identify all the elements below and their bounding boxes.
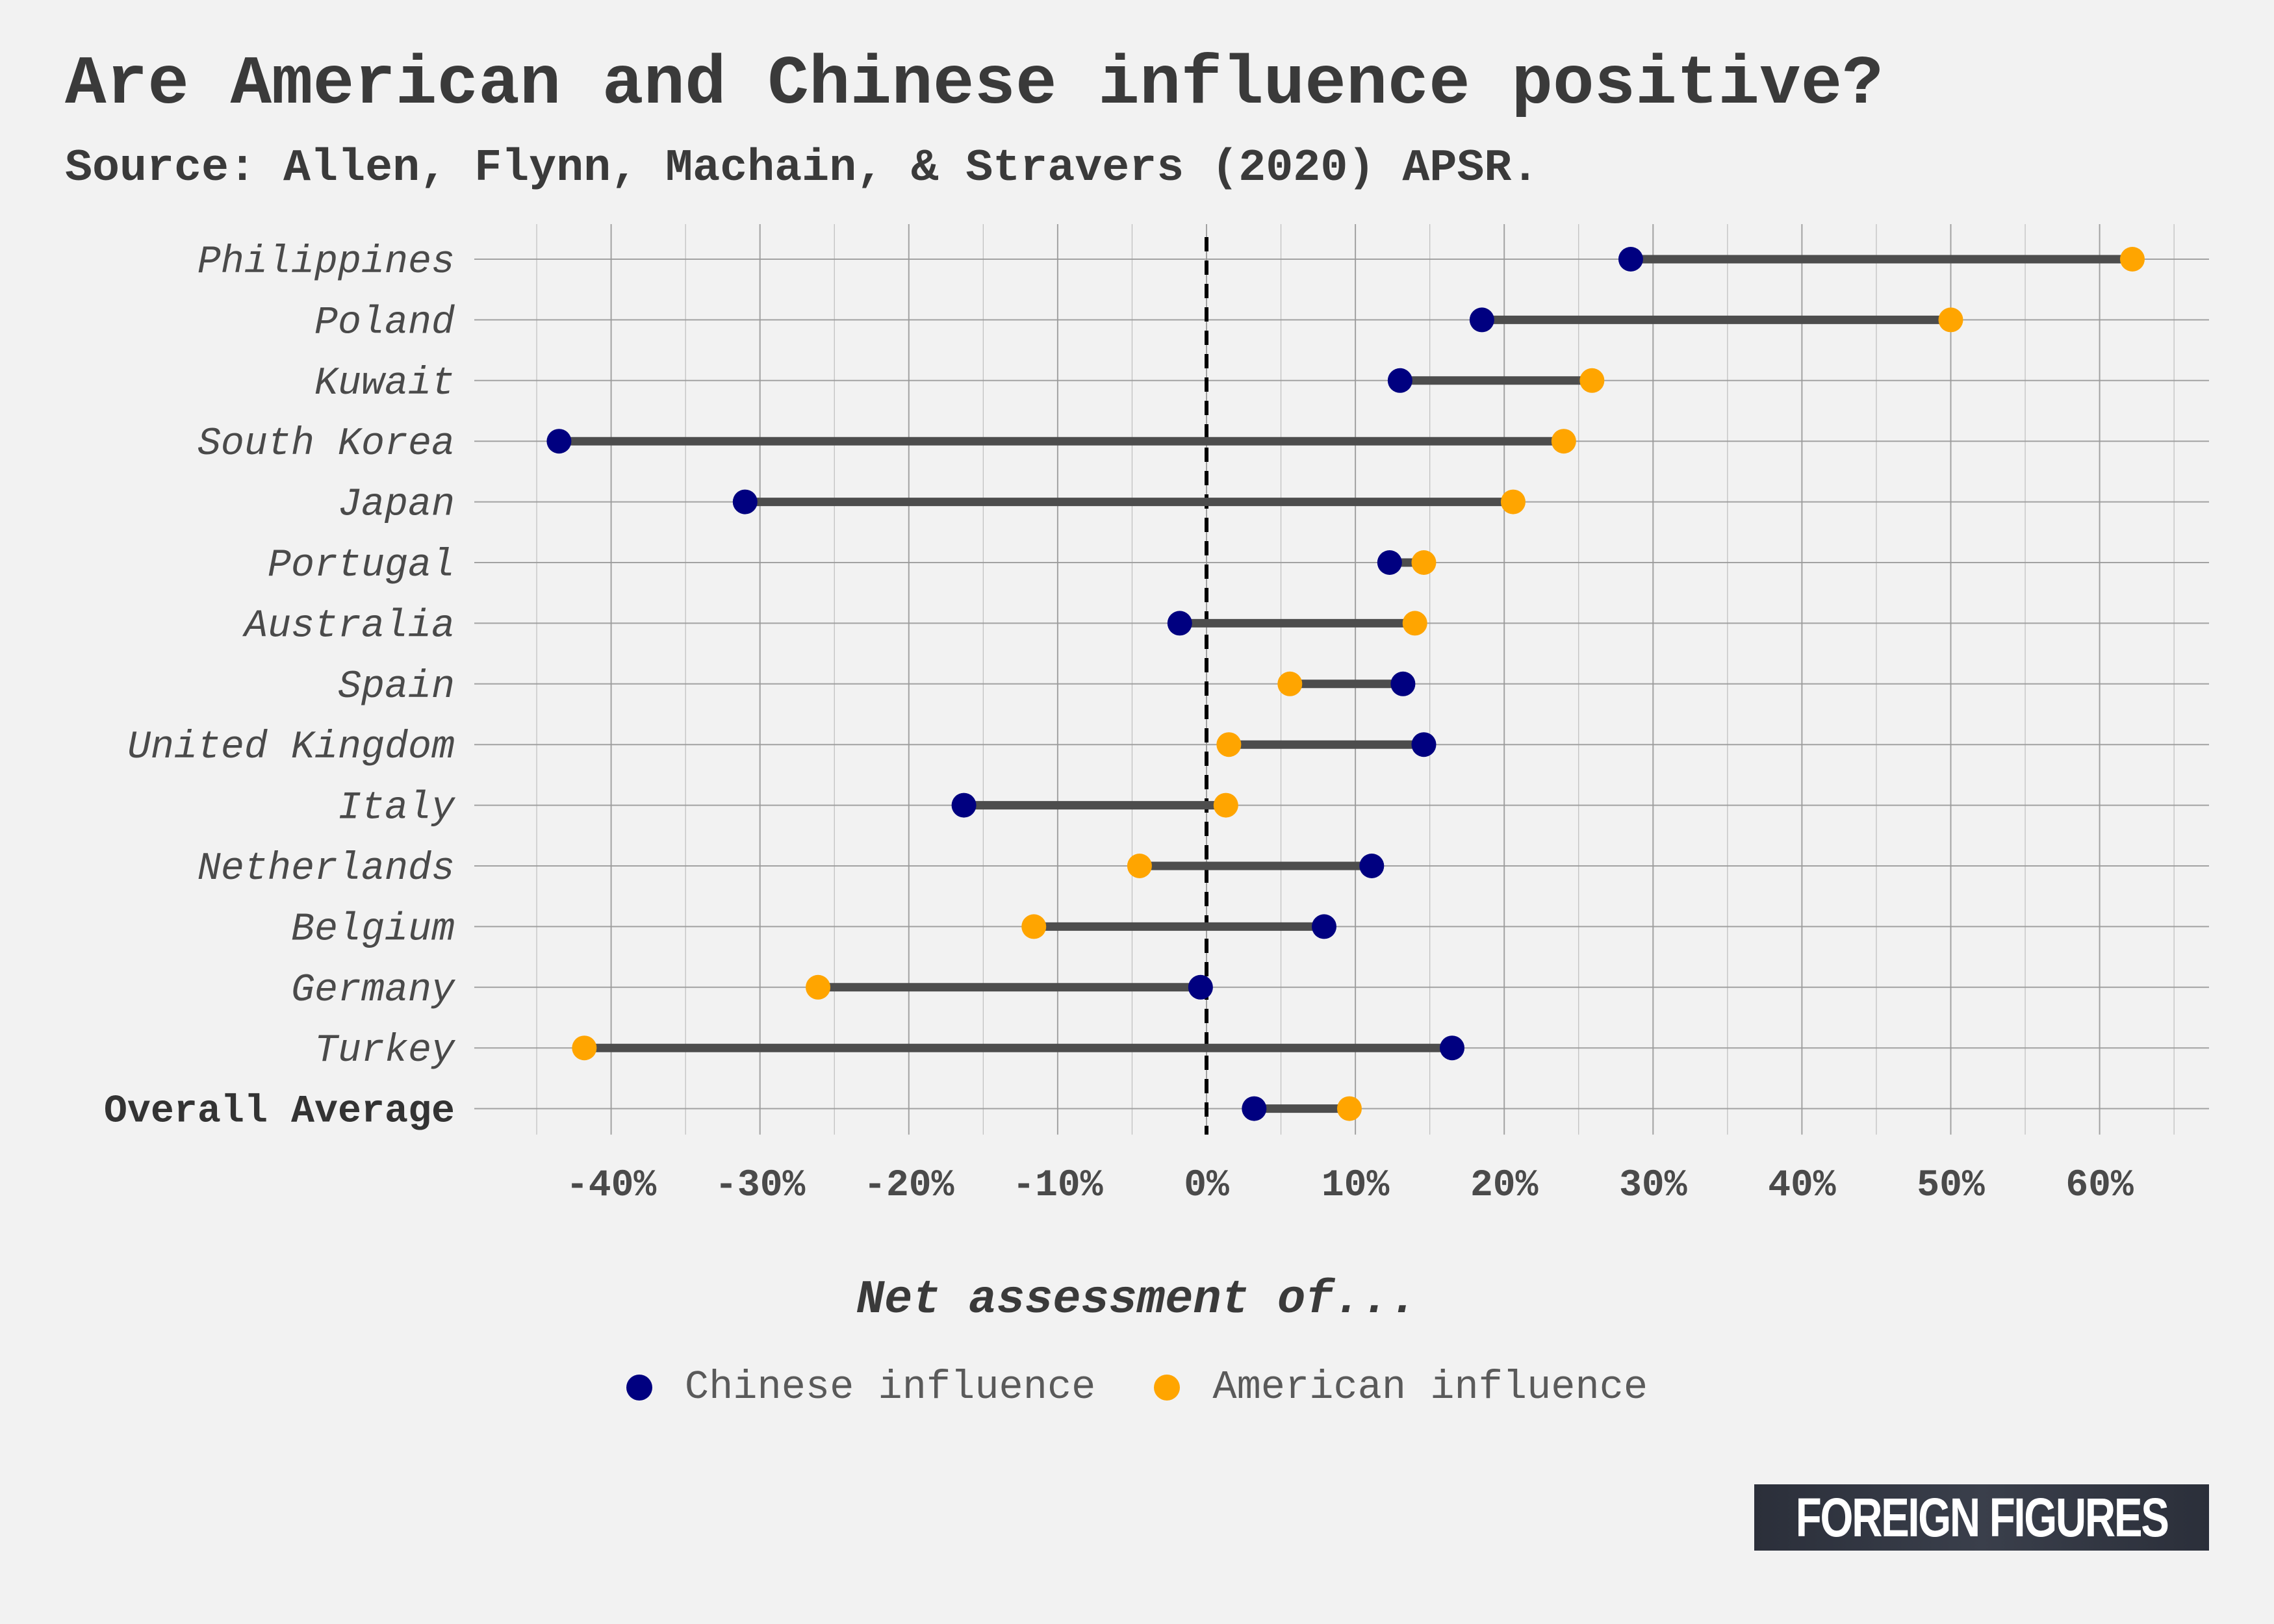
legend-item-american: American influence [1154,1364,1648,1410]
chinese-influence-point [1359,854,1385,878]
x-tick-label: 10% [1322,1165,1390,1207]
dumbbell-segments [559,255,2133,1113]
american-influence-point [2120,247,2145,272]
legend-label-chinese: Chinese influence [684,1364,1096,1410]
x-tick-label: 40% [1768,1165,1836,1207]
chinese-influence-point [1618,247,1643,272]
x-tick-label: -10% [1012,1165,1103,1207]
american-influence-point [1579,368,1605,393]
category-label: Netherlands [198,847,455,891]
category-label: Australia [242,604,455,648]
american-influence-point [1402,611,1427,636]
x-tick-label: 30% [1619,1165,1687,1207]
x-tick-label: -20% [863,1165,954,1207]
american-influence-point [1021,914,1047,939]
legend-label-american: American influence [1212,1364,1648,1410]
american-influence-point [1336,1096,1362,1121]
chinese-influence-point [1242,1096,1267,1121]
x-tick-labels: -40% -30% -20% -10% 0% 10% 20% 30% 40% 50% 60% [566,1165,2134,1207]
category-label: South Korea [198,422,455,466]
chinese-influence-point [1469,307,1494,333]
category-label: Kuwait [314,362,455,406]
x-tick-label: 20% [1470,1165,1539,1207]
chinese-influence-marker-icon [626,1374,652,1401]
x-tick-label: 60% [2065,1165,2134,1207]
category-label: Italy [338,787,456,831]
american-influence-point [1216,732,1242,757]
american-influence-point [1551,429,1576,454]
category-label: Turkey [314,1029,456,1073]
chinese-influence-point [1311,914,1336,939]
american-influence-point [1277,671,1303,696]
american-influence-point [1500,489,1526,514]
legend: Chinese influence American influence [0,1364,2274,1410]
chinese-influence-point [1387,368,1412,393]
american-influence-point [806,974,831,1000]
dumbbell-chart: Philippines Poland Kuwait South Korea Japan P… [104,224,2209,1207]
x-tick-label: 0% [1184,1165,1229,1207]
grid-lines [474,224,2209,1135]
brand-logo-text: FOREIGN FIGURES [1795,1486,2169,1548]
category-labels: Philippines Poland Kuwait South Korea Japan P… [104,240,456,1134]
chinese-influence-point [1167,611,1192,636]
american-influence-point [1213,793,1238,818]
x-tick-label: 50% [1917,1165,1985,1207]
chinese-influence-point [1440,1035,1465,1061]
x-tick-label: -30% [715,1165,805,1207]
chinese-influence-point [1377,550,1402,575]
american-influence-point [1938,307,1963,333]
american-influence-point [1411,550,1437,575]
chart-title: Are American and Chinese influence posit… [65,45,1884,123]
american-influence-marker-icon [1154,1374,1181,1401]
category-label: Portugal [268,544,455,588]
chinese-influence-point [732,489,758,514]
chinese-influence-point [1390,671,1416,696]
legend-item-chinese: Chinese influence [626,1364,1096,1410]
chinese-influence-point [546,429,572,454]
category-label: Belgium [291,907,455,952]
legend-title: Net assessment of... [856,1273,1418,1326]
chinese-influence-point [951,793,977,818]
brand-logo: FOREIGN FIGURES [1754,1484,2209,1551]
category-label: Philippines [198,240,455,285]
category-label: Japan [338,483,455,527]
x-tick-label: -40% [566,1165,656,1207]
american-influence-point [1127,854,1152,878]
american-influence-point [572,1035,597,1061]
data-points [546,247,2145,1121]
category-label: Spain [338,665,455,709]
chinese-influence-point [1188,974,1213,1000]
category-label: Overall Average [104,1090,455,1134]
category-label: Germany [291,969,456,1013]
chinese-influence-point [1411,732,1437,757]
chart-subtitle: Source: Allen, Flynn, Machain, & Straver… [65,143,1539,194]
category-label: Poland [314,301,455,345]
category-label: United Kingdom [127,726,455,770]
